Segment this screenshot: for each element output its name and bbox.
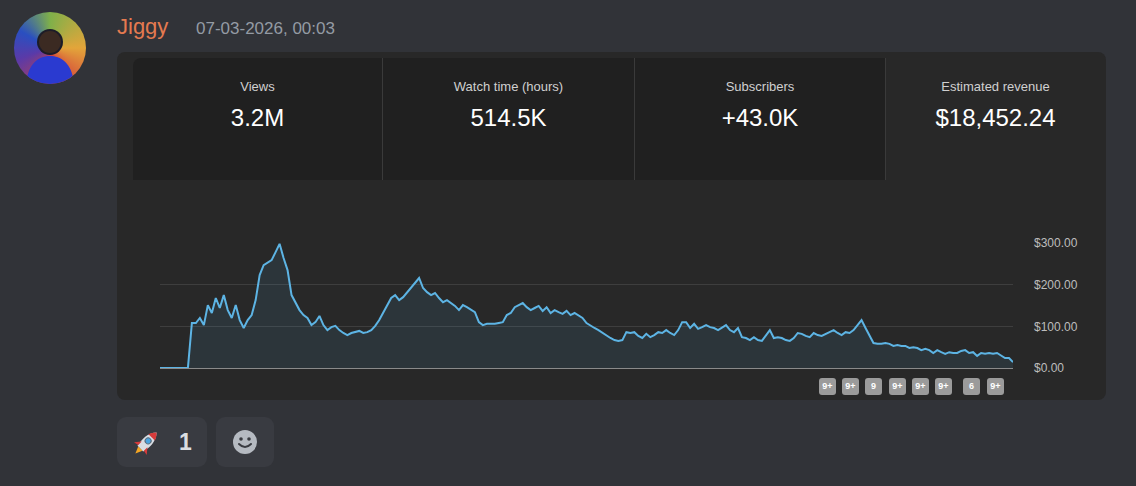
html-text:Estimated revenue: Estimated revenue xyxy=(941,79,1050,94)
svg-text:$100.00: $100.00 xyxy=(1034,320,1078,334)
html-text:Subscribers: Subscribers xyxy=(725,79,795,94)
svg-text:$0.00: $0.00 xyxy=(1034,361,1064,375)
html-text:9+: 9+ xyxy=(892,381,903,391)
html-text:9+: 9+ xyxy=(990,381,1001,391)
html-text:6: 6 xyxy=(969,381,974,391)
svg-text:$200.00: $200.00 xyxy=(1034,278,1078,292)
html-text:514.5K: 514.5K xyxy=(470,104,547,131)
html-text:$18,452.24: $18,452.24 xyxy=(935,104,1056,131)
html-text:+43.0K: +43.0K xyxy=(721,104,799,131)
html-text:9+: 9+ xyxy=(822,381,833,391)
html-text:Views: Views xyxy=(240,79,275,94)
html-text:3.2M: 3.2M xyxy=(230,104,285,131)
svg-text:$300.00: $300.00 xyxy=(1034,236,1078,250)
html-text:9: 9 xyxy=(871,381,876,391)
html-text:1: 1 xyxy=(179,429,192,455)
html-text:Watch time (hours): Watch time (hours) xyxy=(453,79,564,94)
html-text:9+: 9+ xyxy=(938,381,949,391)
html-text:9+: 9+ xyxy=(845,381,856,391)
html-text:9+: 9+ xyxy=(915,381,926,391)
html-text:07-03-2026, 00:03: 07-03-2026, 00:03 xyxy=(196,19,335,38)
html-text:Jiggy: Jiggy xyxy=(117,14,169,39)
